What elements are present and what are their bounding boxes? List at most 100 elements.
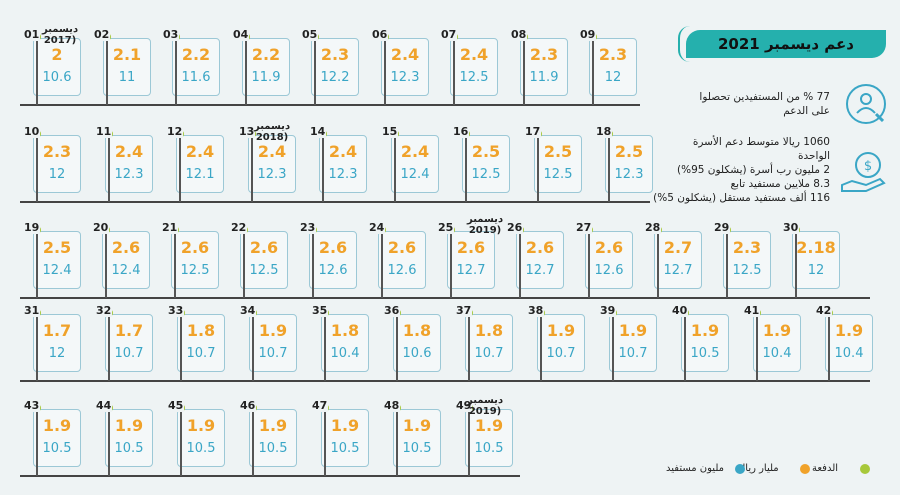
payment-amount: 2.6 (249, 238, 279, 257)
payment-stem (324, 315, 326, 381)
payment-number: 18 (595, 125, 613, 138)
payment-beneficiaries: 12.7 (663, 263, 693, 278)
payment-beneficiaries: 10.5 (474, 441, 504, 456)
payment-stem (537, 136, 539, 202)
payment-stem (36, 39, 38, 105)
payment-stem (684, 315, 686, 381)
payment-number: 34 (239, 304, 257, 317)
payment-amount: 2.3 (529, 45, 559, 64)
payment-number: 40 (671, 304, 689, 317)
payment-card: 30 2.18 12 (782, 222, 840, 298)
payment-amount: 1.9 (258, 321, 288, 340)
payment-number: 19 (23, 221, 41, 234)
year-marker-year: (2019 (468, 225, 502, 236)
payment-amount: 1.8 (402, 321, 432, 340)
payment-card: 22 2.6 12.5 (230, 222, 288, 298)
payment-stem (394, 136, 396, 202)
payment-number: 20 (92, 221, 110, 234)
legend-million-beneficiary: مليون مستفيد (666, 463, 724, 474)
payment-beneficiaries: 10.7 (114, 346, 144, 361)
payment-beneficiaries: 12.1 (185, 167, 215, 182)
payment-beneficiaries: 12.4 (400, 167, 430, 182)
payment-card: 29 2.3 12.5 (713, 222, 771, 298)
payment-beneficiaries: 12.3 (257, 167, 287, 182)
year-marker-year: (2018 (255, 132, 289, 143)
payment-amount: 2.6 (387, 238, 417, 257)
payment-amount: 1.9 (762, 321, 792, 340)
payment-card: 12 2.4 12.1 (166, 126, 224, 202)
payment-card: 49 1.9 10.5 (455, 400, 513, 476)
payment-card: 43 1.9 10.5 (23, 400, 81, 476)
payment-amount: 2 (51, 45, 63, 64)
payment-number: 01 (23, 28, 41, 41)
payment-card: 44 1.9 10.5 (95, 400, 153, 476)
payment-amount: 2.4 (328, 142, 358, 161)
payment-number: 47 (311, 399, 329, 412)
payment-amount: 2.4 (114, 142, 144, 161)
payment-card: 48 1.9 10.5 (383, 400, 441, 476)
dependents-line: 8.3 ملايين مستفيد تابع (730, 178, 830, 190)
payment-card: 08 2.3 11.9 (510, 29, 568, 105)
payment-amount: 1.9 (618, 321, 648, 340)
person-search-icon (846, 84, 886, 124)
payment-card: 03 2.2 11.6 (162, 29, 220, 105)
payment-number: 15 (381, 125, 399, 138)
payment-stem (588, 232, 590, 298)
payment-card: 10 2.3 12 (23, 126, 81, 202)
payment-amount: 2.4 (390, 45, 420, 64)
payment-beneficiaries: 10.4 (834, 346, 864, 361)
payment-stem (174, 232, 176, 298)
timeline-line (20, 104, 640, 106)
person-search-glyph (856, 93, 885, 123)
year-marker-month: ديسمبر (42, 24, 79, 35)
payment-amount: 1.9 (186, 416, 216, 435)
payment-beneficiaries: 12.6 (387, 263, 417, 278)
payment-beneficiaries: 11 (118, 70, 136, 85)
payment-number: 16 (452, 125, 470, 138)
payment-amount: 1.9 (690, 321, 720, 340)
payment-stem (106, 39, 108, 105)
payment-stem (36, 410, 38, 476)
payment-card: 27 2.6 12.6 (575, 222, 633, 298)
payment-number: 32 (95, 304, 113, 317)
payment-card: 35 1.8 10.4 (311, 305, 369, 381)
payment-beneficiaries: 10.7 (618, 346, 648, 361)
payment-stem (657, 232, 659, 298)
payment-card: 38 1.9 10.7 (527, 305, 585, 381)
payment-beneficiaries: 11.6 (181, 70, 211, 85)
payment-card: 06 2.4 12.3 (371, 29, 429, 105)
payment-stem (108, 315, 110, 381)
payment-number: 13 (238, 125, 256, 138)
payment-stem (105, 232, 107, 298)
payment-stem (384, 39, 386, 105)
payment-card: 42 1.9 10.4 (815, 305, 873, 381)
payment-card: 28 2.7 12.7 (644, 222, 702, 298)
payment-number: 08 (510, 28, 528, 41)
payment-card: 11 2.4 12.3 (95, 126, 153, 202)
payment-card: 07 2.4 12.5 (440, 29, 498, 105)
payment-stem (245, 39, 247, 105)
payment-number: 35 (311, 304, 329, 317)
payment-beneficiaries: 12 (48, 346, 66, 361)
payment-stem (453, 39, 455, 105)
payment-stem (322, 136, 324, 202)
payment-amount: 2.3 (732, 238, 762, 257)
payment-stem (468, 315, 470, 381)
payment-amount: 1.9 (42, 416, 72, 435)
payment-card: 41 1.9 10.4 (743, 305, 801, 381)
payment-stem (828, 315, 830, 381)
payment-amount: 2.4 (185, 142, 215, 161)
payment-card: 37 1.8 10.7 (455, 305, 513, 381)
payment-card: 17 2.5 12.5 (524, 126, 582, 202)
payment-beneficiaries: 12.6 (318, 263, 348, 278)
payment-beneficiaries: 12.7 (456, 263, 486, 278)
payment-amount: 1.8 (186, 321, 216, 340)
payment-number: 41 (743, 304, 761, 317)
payment-number: 26 (506, 221, 524, 234)
payment-stem (179, 136, 181, 202)
payment-card: 36 1.8 10.6 (383, 305, 441, 381)
payment-card: 21 2.6 12.5 (161, 222, 219, 298)
payment-stem (243, 232, 245, 298)
payment-number: 36 (383, 304, 401, 317)
payment-amount: 2.5 (543, 142, 573, 161)
